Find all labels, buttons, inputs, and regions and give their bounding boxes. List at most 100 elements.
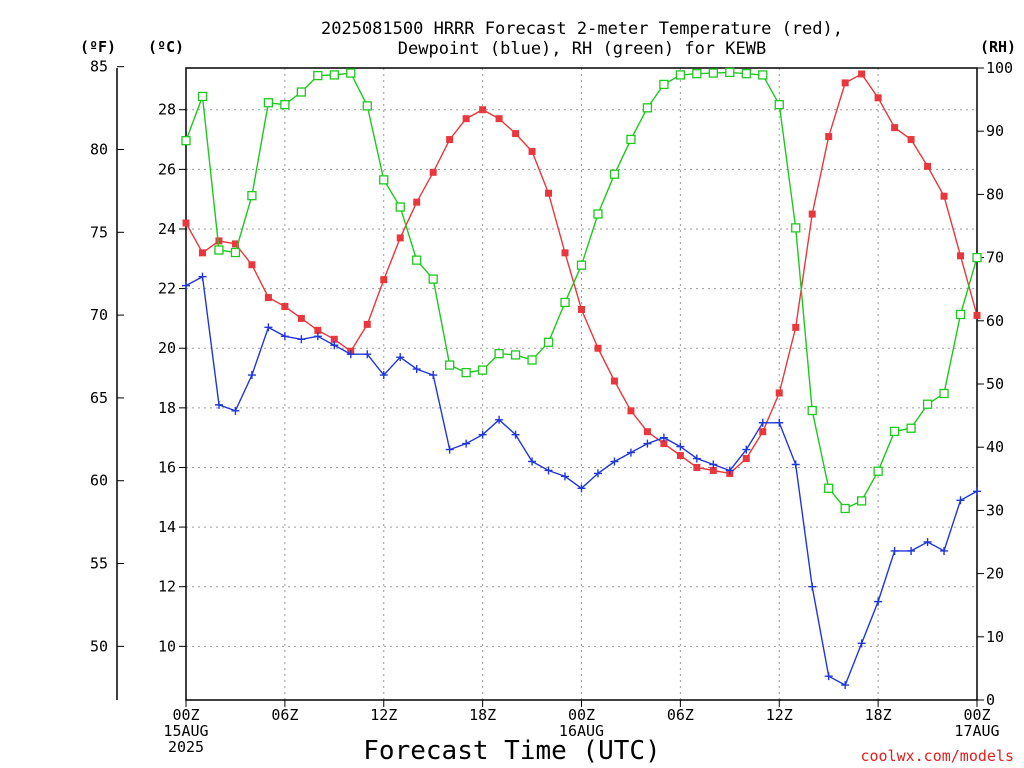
fahrenheit-tick-label: 85 bbox=[90, 58, 108, 76]
rh-point bbox=[708, 68, 718, 78]
x-tick-label: 17AUG bbox=[954, 722, 999, 740]
temperature-point bbox=[808, 210, 816, 218]
rh-point bbox=[412, 255, 422, 265]
dewpoint-point bbox=[923, 538, 932, 546]
temperature-point bbox=[742, 455, 750, 463]
x-tick-label: 16AUG bbox=[559, 722, 604, 740]
celsius-tick-label: 22 bbox=[158, 280, 176, 298]
temperature-point bbox=[248, 261, 256, 269]
temperature-point bbox=[198, 249, 206, 257]
x-tick-label: 2025 bbox=[168, 738, 204, 756]
temperature-point bbox=[709, 466, 717, 474]
dewpoint-point bbox=[231, 406, 240, 415]
temperature-point bbox=[792, 323, 800, 331]
rh-point bbox=[939, 388, 949, 399]
dewpoint-point bbox=[379, 371, 388, 380]
rh-point bbox=[692, 69, 702, 79]
rh-point bbox=[791, 223, 801, 233]
credit-text[interactable]: coolwx.com/models bbox=[860, 747, 1014, 765]
temperature-point bbox=[462, 115, 470, 123]
temperature-point bbox=[479, 106, 487, 114]
rh-point bbox=[197, 91, 208, 102]
temperature-point bbox=[858, 70, 866, 78]
dewpoint-point bbox=[462, 439, 471, 448]
dewpoint-point bbox=[396, 353, 405, 362]
temperature-point bbox=[182, 219, 190, 227]
temperature-point bbox=[825, 133, 833, 141]
rh-tick-label: 90 bbox=[986, 122, 1004, 140]
x-tick-label: 00Z bbox=[568, 706, 595, 724]
dewpoint-point bbox=[824, 672, 833, 681]
temperature-point bbox=[676, 452, 684, 460]
dewpoint-point bbox=[808, 582, 817, 591]
temperature-point bbox=[693, 463, 701, 471]
rh-point bbox=[725, 67, 735, 78]
rh-point bbox=[395, 202, 405, 212]
dewpoint-point bbox=[593, 469, 602, 478]
temperature-point bbox=[215, 237, 223, 245]
celsius-tick-label: 10 bbox=[158, 637, 176, 655]
temperature-point bbox=[264, 294, 272, 302]
dewpoint-point bbox=[643, 439, 652, 448]
dewpoint-point bbox=[511, 430, 520, 439]
dewpoint-point bbox=[709, 460, 718, 469]
x-tick-label: 18Z bbox=[469, 706, 496, 724]
rh-tick-label: 30 bbox=[986, 501, 1004, 519]
temperature-point bbox=[841, 79, 849, 87]
dewpoint-point bbox=[725, 466, 734, 475]
data-series bbox=[181, 67, 982, 690]
rh-point bbox=[510, 350, 521, 360]
rh-tick-label: 100 bbox=[986, 59, 1013, 77]
dewpoint-point bbox=[198, 272, 207, 281]
dewpoint-point bbox=[297, 335, 306, 344]
rh-tick-label: 80 bbox=[986, 185, 1004, 203]
temperature-point bbox=[759, 428, 767, 436]
temperature-point bbox=[874, 94, 882, 102]
temperature-point bbox=[924, 162, 932, 170]
rh-tick-label: 0 bbox=[986, 691, 995, 709]
temperature-point bbox=[396, 234, 404, 242]
temperature-point bbox=[957, 252, 965, 260]
dewpoint-point bbox=[214, 400, 223, 409]
dewpoint-point bbox=[626, 448, 635, 457]
dewpoint-point bbox=[346, 350, 355, 359]
rh-point bbox=[280, 100, 290, 110]
temperature-point bbox=[380, 276, 388, 284]
rh-tick-label: 10 bbox=[986, 628, 1004, 646]
temperature-point bbox=[578, 305, 585, 313]
celsius-tick-label: 24 bbox=[158, 220, 176, 238]
temperature-point bbox=[363, 320, 371, 328]
rh-point bbox=[906, 423, 916, 433]
dewpoint-point bbox=[956, 496, 965, 505]
temperature-point bbox=[231, 240, 239, 248]
temperature-point bbox=[610, 377, 618, 385]
rh-tick-label: 20 bbox=[986, 565, 1004, 583]
x-tick-label: 15AUG bbox=[163, 722, 208, 740]
rh-tick-label: 40 bbox=[986, 438, 1004, 456]
dewpoint-point bbox=[478, 430, 487, 439]
rh-point bbox=[214, 245, 224, 255]
fahrenheit-tick-label: 55 bbox=[90, 555, 108, 573]
dewpoint-point bbox=[528, 457, 537, 466]
rh-point bbox=[807, 405, 817, 416]
rh-point bbox=[428, 274, 438, 284]
dewpoint-point bbox=[791, 460, 800, 469]
dewpoint-point bbox=[577, 484, 586, 493]
rh-point bbox=[329, 70, 339, 80]
dewpoint-point bbox=[544, 466, 553, 475]
rh-point bbox=[675, 70, 686, 80]
rh-point bbox=[593, 209, 603, 219]
temperature-point bbox=[643, 428, 651, 436]
rh-point bbox=[379, 175, 389, 185]
fahrenheit-tick-label: 50 bbox=[90, 637, 108, 655]
rh-point bbox=[494, 349, 504, 359]
rh-point bbox=[181, 136, 191, 146]
dewpoint-point bbox=[841, 681, 850, 690]
celsius-tick-label: 28 bbox=[158, 101, 176, 119]
dewpoint-point bbox=[610, 457, 619, 466]
dewpoint-point bbox=[659, 433, 668, 442]
temperature-point bbox=[495, 115, 503, 123]
rh-point bbox=[840, 503, 850, 514]
